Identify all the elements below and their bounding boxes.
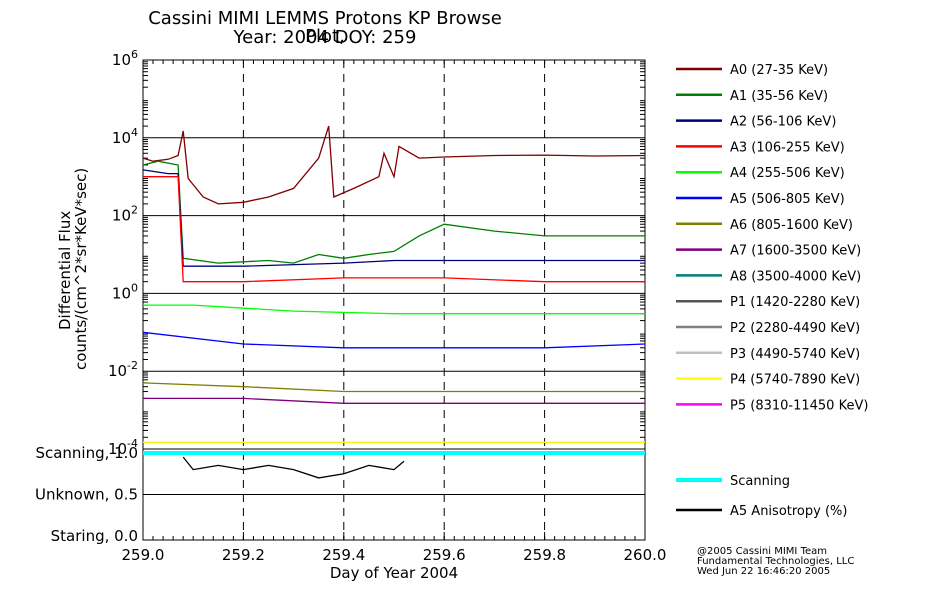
series-line — [142, 125, 646, 205]
chart-title-line1: Cassini MIMI LEMMS Protons KP Browse Plo… — [148, 8, 502, 47]
legend-label: Scanning — [730, 474, 790, 489]
y-tick-label: 104 — [112, 126, 138, 147]
legend-label: A1 (35-56 KeV) — [730, 89, 828, 104]
legend-label: A5 Anisotropy (%) — [730, 504, 847, 519]
x-tick-label: 260.0 — [624, 546, 667, 564]
legend-label: A8 (3500-4000 KeV) — [730, 269, 861, 284]
series-line — [143, 304, 645, 315]
series-line — [142, 382, 645, 393]
bottom-y-tick-label: Scanning, 1.0 — [35, 444, 138, 462]
legend-label: A3 (106-255 KeV) — [730, 140, 845, 155]
series-line — [142, 331, 646, 349]
y-tick-label: 106 — [112, 48, 138, 69]
legend-label: A4 (255-506 KeV) — [730, 166, 845, 181]
series-line — [143, 397, 645, 404]
top-panel-frame — [142, 59, 646, 450]
legend-label: A0 (27-35 KeV) — [730, 63, 828, 78]
legend-label: A7 (1600-3500 KeV) — [730, 244, 861, 259]
legend-label: P2 (2280-4490 KeV) — [730, 321, 860, 336]
y-tick-label: 10-2 — [108, 359, 138, 380]
legend-label: P3 (4490-5740 KeV) — [730, 347, 860, 362]
legend-label: P5 (8310-11450 KeV) — [730, 398, 868, 413]
credit-line2: Fundamental Technologies, LLC — [697, 556, 855, 567]
bottom-y-tick-label: Unknown, 0.5 — [35, 486, 138, 504]
legend-label: A6 (805-1600 KeV) — [730, 218, 853, 233]
x-tick-label: 259.0 — [122, 546, 165, 564]
x-tick-label: 259.8 — [523, 546, 566, 564]
x-tick-label: 259.6 — [423, 546, 466, 564]
series-line — [142, 169, 645, 267]
bottom-y-tick-label: Staring, 0.0 — [51, 527, 138, 545]
x-axis-label: Day of Year 2004 — [330, 564, 458, 582]
legend-label: A2 (56-106 KeV) — [730, 115, 836, 130]
legend-label: P1 (1420-2280 KeV) — [730, 295, 860, 310]
series-line — [143, 176, 645, 283]
credit-line3: Wed Jun 22 16:46:20 2005 — [697, 566, 831, 577]
legend-label: P4 (5740-7890 KeV) — [730, 373, 860, 388]
y-tick-label: 10-4 — [108, 437, 138, 458]
y-tick-label: 100 — [112, 281, 138, 302]
bottom-series-line — [182, 456, 405, 479]
credit-line1: @2005 Cassini MIMI Team — [697, 546, 827, 557]
y-tick-label: 102 — [112, 204, 138, 225]
x-tick-label: 259.4 — [322, 546, 365, 564]
legend-label: A5 (506-805 KeV) — [730, 192, 845, 207]
x-tick-label: 259.2 — [222, 546, 265, 564]
chart-title-line2: Year: 2004 DOY: 259 — [233, 27, 417, 48]
